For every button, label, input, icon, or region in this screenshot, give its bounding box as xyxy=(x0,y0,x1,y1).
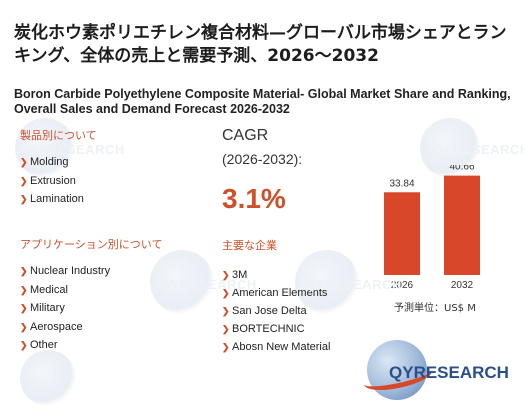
chevron-right-icon: ❯ xyxy=(222,270,230,280)
x-tick-label: 2026 xyxy=(391,280,414,291)
chevron-right-icon: ❯ xyxy=(222,288,230,298)
companies-list: ❯ 3M ❯ American Elements ❯ San Jose Delta ❯… xyxy=(222,266,330,356)
product-section-heading: 製品別について xyxy=(20,129,97,142)
unit-label: 予測単位：US$ M xyxy=(394,303,476,314)
bar-2032 xyxy=(444,175,480,275)
list-item: ❯ San Jose Delta xyxy=(222,302,330,320)
globe-icon xyxy=(367,340,427,400)
chevron-right-icon: ❯ xyxy=(20,340,28,350)
chevron-right-icon: ❯ xyxy=(222,324,230,334)
application-list: ❯ Nuclear Industry ❯ Medical ❯ Military ❯ Ae… xyxy=(20,262,110,355)
logo-text: QYRESEARCH xyxy=(389,363,509,382)
list-item: ❯ Molding xyxy=(20,153,84,172)
cagr-period: (2026-2032): xyxy=(222,151,303,167)
list-item: ❯ 3M xyxy=(222,266,330,284)
watermark-globe xyxy=(150,250,214,314)
qyresearch-logo: QYRESEARCH xyxy=(361,336,517,406)
cagr-label: CAGR xyxy=(222,127,269,144)
chevron-right-icon: ❯ xyxy=(20,266,28,276)
chevron-right-icon: ❯ xyxy=(20,303,28,313)
watermark-globe xyxy=(20,350,76,406)
list-item: ❯ Abosn New Material xyxy=(222,338,330,356)
list-item: ❯ Nuclear Industry xyxy=(20,262,110,281)
chevron-right-icon: ❯ xyxy=(20,157,28,167)
list-item: ❯ Military xyxy=(20,299,110,318)
chevron-right-icon: ❯ xyxy=(20,194,28,204)
watermark-text: QYRESEARCH xyxy=(433,142,525,157)
chevron-right-icon: ❯ xyxy=(222,342,230,352)
bar-value-label: 40.66 xyxy=(449,165,474,173)
page-title-japanese: 炭化ホウ素ポリエチレン複合材料—グローバル市場シェアとランキング、全体の売上と需… xyxy=(14,23,507,66)
bar-2026 xyxy=(384,192,420,275)
chevron-right-icon: ❯ xyxy=(222,306,230,316)
x-tick-label: 2032 xyxy=(451,280,474,291)
product-list: ❯ Molding ❯ Extrusion ❯ Lamination xyxy=(20,153,84,209)
cagr-value: 3.1% xyxy=(222,183,286,214)
list-item: ❯ American Elements xyxy=(222,284,330,302)
list-item: ❯ Lamination xyxy=(20,190,84,209)
chevron-right-icon: ❯ xyxy=(20,175,28,186)
list-item: ❯ Aerospace xyxy=(20,318,110,337)
list-item: ❯ Other xyxy=(20,336,110,355)
page-title-english: Boron Carbide Polyethylene Composite Mat… xyxy=(14,87,511,116)
application-section-heading: アプリケーション別について xyxy=(20,238,163,251)
chevron-right-icon: ❯ xyxy=(20,321,28,332)
list-item: ❯ Medical xyxy=(20,281,110,300)
bar-value-label: 33.84 xyxy=(389,178,414,189)
chevron-right-icon: ❯ xyxy=(20,284,28,295)
list-item: ❯ Extrusion xyxy=(20,172,84,191)
list-item: ❯ BORTECHNIC xyxy=(222,320,330,338)
bar-chart: 33.84 2026 40.66 2032 xyxy=(384,165,480,291)
companies-section-heading: 主要な企業 xyxy=(222,239,277,252)
